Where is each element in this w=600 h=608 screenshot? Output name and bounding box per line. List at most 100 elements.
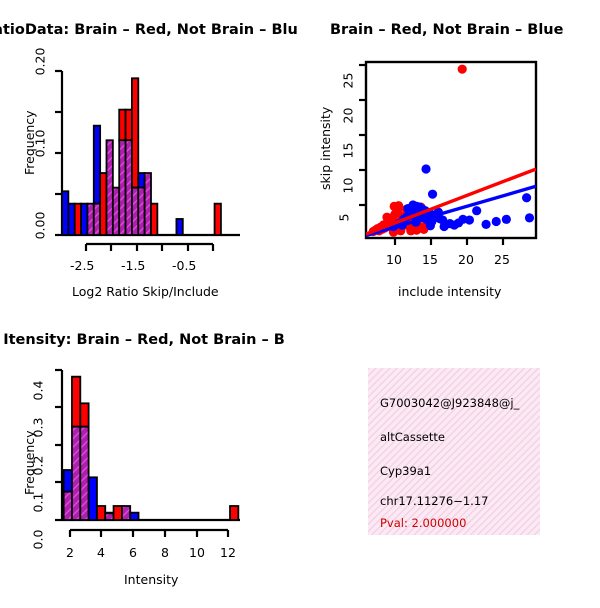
scatter-title: Brain – Red, Not Brain – Blue: [330, 22, 564, 38]
scatter-x-tick-1: 15: [422, 252, 438, 267]
scatter-point: [481, 219, 491, 229]
hist-bar-upper: [67, 202, 76, 236]
scatter-point: [501, 214, 511, 224]
hist-bar-upper: [137, 172, 146, 189]
scatter-y-axis: [359, 63, 366, 207]
hist-bar-overlap: [143, 172, 152, 236]
ratio-histogram-bars: [61, 77, 222, 236]
hist-bar-upper: [175, 218, 184, 236]
hist-bar-overlap: [86, 202, 95, 236]
scatter-point: [412, 225, 422, 235]
panel-intensity-histogram: ne Itensity: Brain – Red, Not Brain – B …: [0, 310, 300, 600]
intensity-histogram-plot: [55, 368, 240, 537]
scatter-point: [491, 216, 501, 227]
scatter-point: [427, 189, 438, 199]
ratio-x-tick-2: -1.5: [121, 258, 146, 273]
scatter-fit-line: [366, 167, 536, 236]
hist-bar-overlap: [92, 202, 102, 236]
info-box-background: [368, 368, 540, 535]
hist-bar-upper: [73, 202, 82, 236]
ratio-histogram-plot: [55, 69, 240, 251]
hist-bar-upper: [96, 505, 107, 521]
scatter-point: [393, 201, 404, 211]
hist-bar-overlap: [71, 425, 82, 521]
hist-bar-upper: [79, 402, 90, 428]
scatter-y-tick-2: 15: [340, 142, 356, 159]
scatter-point: [521, 193, 532, 203]
hist-bar-overlap: [124, 139, 133, 236]
intensity-x-tick-3: 8: [161, 545, 169, 560]
ratio-y-tick-0: 0.00: [32, 211, 48, 240]
scatter-plot: [359, 60, 538, 245]
intensity-x-tick-0: 2: [66, 545, 74, 560]
intensity-y-tick-3: 0.3: [30, 417, 46, 438]
scatter-point: [457, 64, 467, 74]
scatter-y-tick-3: 20: [340, 107, 356, 124]
scatter-x-axis: [393, 238, 505, 245]
scatter-xlabel: include intensity: [398, 284, 502, 299]
intensity-x-tick-4: 10: [189, 545, 205, 560]
scatter-x-tick-2: 20: [458, 252, 474, 267]
scatter-fit-line: [366, 184, 536, 238]
intensity-y-tick-1: 0.1: [30, 492, 46, 513]
ratio-histogram-title: RatioData: Brain – Red, Not Brain – Blu: [0, 22, 298, 38]
scatter-x-tick-0: 10: [386, 252, 402, 267]
hist-bar-upper: [129, 511, 140, 521]
hist-bar-overlap: [111, 186, 121, 236]
scatter-point: [421, 164, 431, 174]
ratio-y-tick-2: 0.10: [32, 129, 48, 158]
hist-bar-upper: [229, 505, 240, 521]
hist-bar-upper: [131, 77, 140, 189]
intensity-histogram-bars: [62, 375, 240, 521]
scatter-x-tick-3: 25: [494, 252, 510, 267]
hist-bar-upper: [87, 476, 98, 521]
intensity-histogram-xlabel: Intensity: [124, 572, 179, 587]
hist-bar-overlap: [62, 490, 73, 521]
hist-bar-upper: [80, 202, 89, 236]
ratio-y-tick-4: 0.20: [32, 47, 48, 76]
hist-bar-upper: [150, 202, 159, 236]
info-locus: chr17.11276−1.17: [380, 494, 489, 508]
scatter-y-tick-0: 5: [336, 213, 352, 222]
ratio-x-axis: [84, 242, 215, 251]
hist-bar-upper: [124, 108, 133, 142]
hist-bar-upper: [99, 172, 108, 236]
info-gene-name: Cyp39a1: [380, 464, 432, 478]
hist-bar-upper: [213, 202, 222, 236]
info-event-id: G7003042@J923848@j_: [380, 396, 520, 410]
ratio-histogram-xlabel: Log2 Ratio Skip/Include: [72, 284, 219, 299]
hist-bar-overlap: [79, 425, 90, 521]
scatter-point: [382, 212, 392, 222]
intensity-x-axis: [68, 528, 230, 537]
scatter-point: [439, 221, 449, 232]
intensity-x-tick-5: 12: [220, 545, 236, 560]
scatter-point: [524, 213, 535, 223]
hist-bar-upper: [61, 190, 70, 236]
intensity-y-tick-0: 0.0: [30, 529, 46, 550]
hist-bar-overlap: [120, 505, 132, 521]
panel-intensity-scatter: Brain – Red, Not Brain – Blue skip inten…: [300, 0, 600, 310]
intensity-histogram-title: ne Itensity: Brain – Red, Not Brain – B: [0, 332, 285, 348]
event-info-box: G7003042@J923848@j_ altCassette Cyp39a1 …: [368, 368, 540, 535]
intensity-x-tick-1: 4: [97, 545, 105, 560]
hist-bar-overlap: [131, 186, 140, 236]
scatter-y-tick-1: 10: [340, 177, 356, 194]
info-event-type: altCassette: [380, 430, 445, 444]
scatter-point: [425, 221, 435, 231]
panel-ratio-histogram: RatioData: Brain – Red, Not Brain – Blu …: [0, 0, 300, 310]
hist-bar-overlap: [105, 139, 114, 236]
info-pval: Pval: 2.000000: [380, 516, 467, 530]
intensity-y-tick-4: 0.4: [30, 380, 46, 401]
scatter-point: [464, 215, 475, 225]
hist-bar-upper: [112, 505, 123, 521]
hist-bar-upper: [62, 469, 73, 493]
ratio-x-tick-0: -2.5: [70, 258, 95, 273]
hist-bar-overlap: [118, 139, 127, 236]
intensity-y-axis: [55, 368, 64, 522]
hist-bar-upper: [71, 375, 82, 428]
hist-bar-upper: [118, 108, 127, 142]
scatter-point: [403, 203, 413, 214]
ratio-x-tick-4: -0.5: [172, 258, 197, 273]
ratio-y-axis: [55, 69, 64, 237]
hist-bar-overlap: [104, 512, 115, 521]
